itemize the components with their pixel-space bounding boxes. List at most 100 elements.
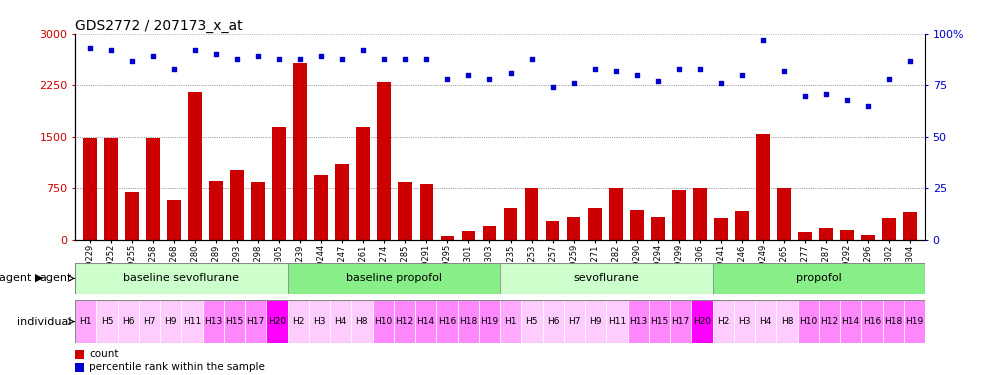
Text: H16: H16: [863, 317, 881, 326]
Point: [566, 80, 582, 86]
Bar: [436, 300, 458, 343]
Bar: [798, 232, 812, 240]
Text: H9: H9: [589, 317, 602, 326]
Point: [376, 56, 392, 62]
Bar: [588, 209, 602, 240]
Point: [82, 45, 98, 51]
Bar: [904, 300, 925, 343]
Text: H11: H11: [183, 317, 201, 326]
Text: H5: H5: [101, 317, 113, 326]
Bar: [293, 63, 307, 240]
Point: [503, 70, 519, 76]
Text: H2: H2: [717, 317, 729, 326]
Text: individual: individual: [17, 316, 72, 327]
Bar: [181, 300, 202, 343]
Text: H7: H7: [143, 317, 156, 326]
Text: H13: H13: [629, 317, 647, 326]
Bar: [245, 300, 266, 343]
Text: H7: H7: [568, 317, 581, 326]
Point: [797, 93, 813, 99]
Point: [166, 66, 182, 72]
Bar: [585, 300, 606, 343]
Point: [145, 54, 161, 60]
Bar: [525, 188, 538, 240]
Point: [334, 56, 350, 62]
Bar: [377, 82, 391, 240]
Bar: [167, 200, 181, 240]
Bar: [125, 192, 139, 240]
Bar: [649, 300, 670, 343]
Bar: [479, 300, 500, 343]
Point: [187, 47, 203, 53]
Bar: [735, 211, 749, 240]
Bar: [840, 300, 861, 343]
Point: [124, 57, 140, 63]
Text: H14: H14: [842, 317, 860, 326]
Point: [208, 51, 224, 57]
Text: H3: H3: [313, 317, 326, 326]
Text: H18: H18: [884, 317, 902, 326]
Text: H20: H20: [268, 317, 286, 326]
Point: [629, 72, 645, 78]
Bar: [272, 127, 286, 240]
Bar: [146, 138, 160, 240]
Text: H2: H2: [292, 317, 304, 326]
Bar: [504, 208, 517, 240]
Point: [418, 56, 434, 62]
Bar: [670, 300, 691, 343]
Text: H12: H12: [820, 317, 838, 326]
Point: [103, 47, 119, 53]
Bar: [288, 300, 309, 343]
Point: [755, 37, 771, 43]
Point: [397, 56, 413, 62]
Text: H10: H10: [799, 317, 817, 326]
Point: [460, 72, 476, 78]
Bar: [356, 127, 370, 240]
Bar: [441, 236, 454, 240]
Bar: [314, 176, 328, 240]
Bar: [755, 300, 776, 343]
Bar: [75, 300, 96, 343]
Bar: [819, 228, 833, 240]
Bar: [188, 92, 202, 240]
Text: H1: H1: [504, 317, 517, 326]
Bar: [883, 300, 904, 343]
Text: H17: H17: [672, 317, 690, 326]
Bar: [712, 262, 925, 294]
Bar: [209, 181, 223, 240]
Bar: [500, 262, 712, 294]
Point: [439, 76, 455, 82]
Point: [292, 56, 308, 62]
Bar: [840, 230, 854, 240]
Text: H11: H11: [608, 317, 626, 326]
Bar: [139, 300, 160, 343]
Bar: [372, 300, 394, 343]
Text: H19: H19: [905, 317, 924, 326]
Bar: [288, 262, 500, 294]
Text: H8: H8: [781, 317, 793, 326]
Bar: [672, 190, 686, 240]
Bar: [75, 262, 288, 294]
Bar: [224, 300, 245, 343]
Bar: [398, 182, 412, 240]
Text: agent ▶: agent ▶: [0, 273, 43, 284]
Text: H10: H10: [374, 317, 392, 326]
Bar: [714, 218, 728, 240]
Point: [355, 47, 371, 53]
Point: [713, 80, 729, 86]
Bar: [776, 300, 798, 343]
Bar: [462, 231, 475, 240]
Point: [860, 103, 876, 109]
Bar: [903, 212, 917, 240]
Bar: [798, 300, 819, 343]
Point: [545, 84, 561, 90]
Text: H6: H6: [547, 317, 559, 326]
Text: H13: H13: [204, 317, 222, 326]
Bar: [96, 300, 118, 343]
Bar: [628, 300, 649, 343]
Point: [481, 76, 497, 82]
Text: H14: H14: [417, 317, 435, 326]
Point: [313, 54, 329, 60]
Bar: [882, 218, 896, 240]
Text: H4: H4: [759, 317, 772, 326]
